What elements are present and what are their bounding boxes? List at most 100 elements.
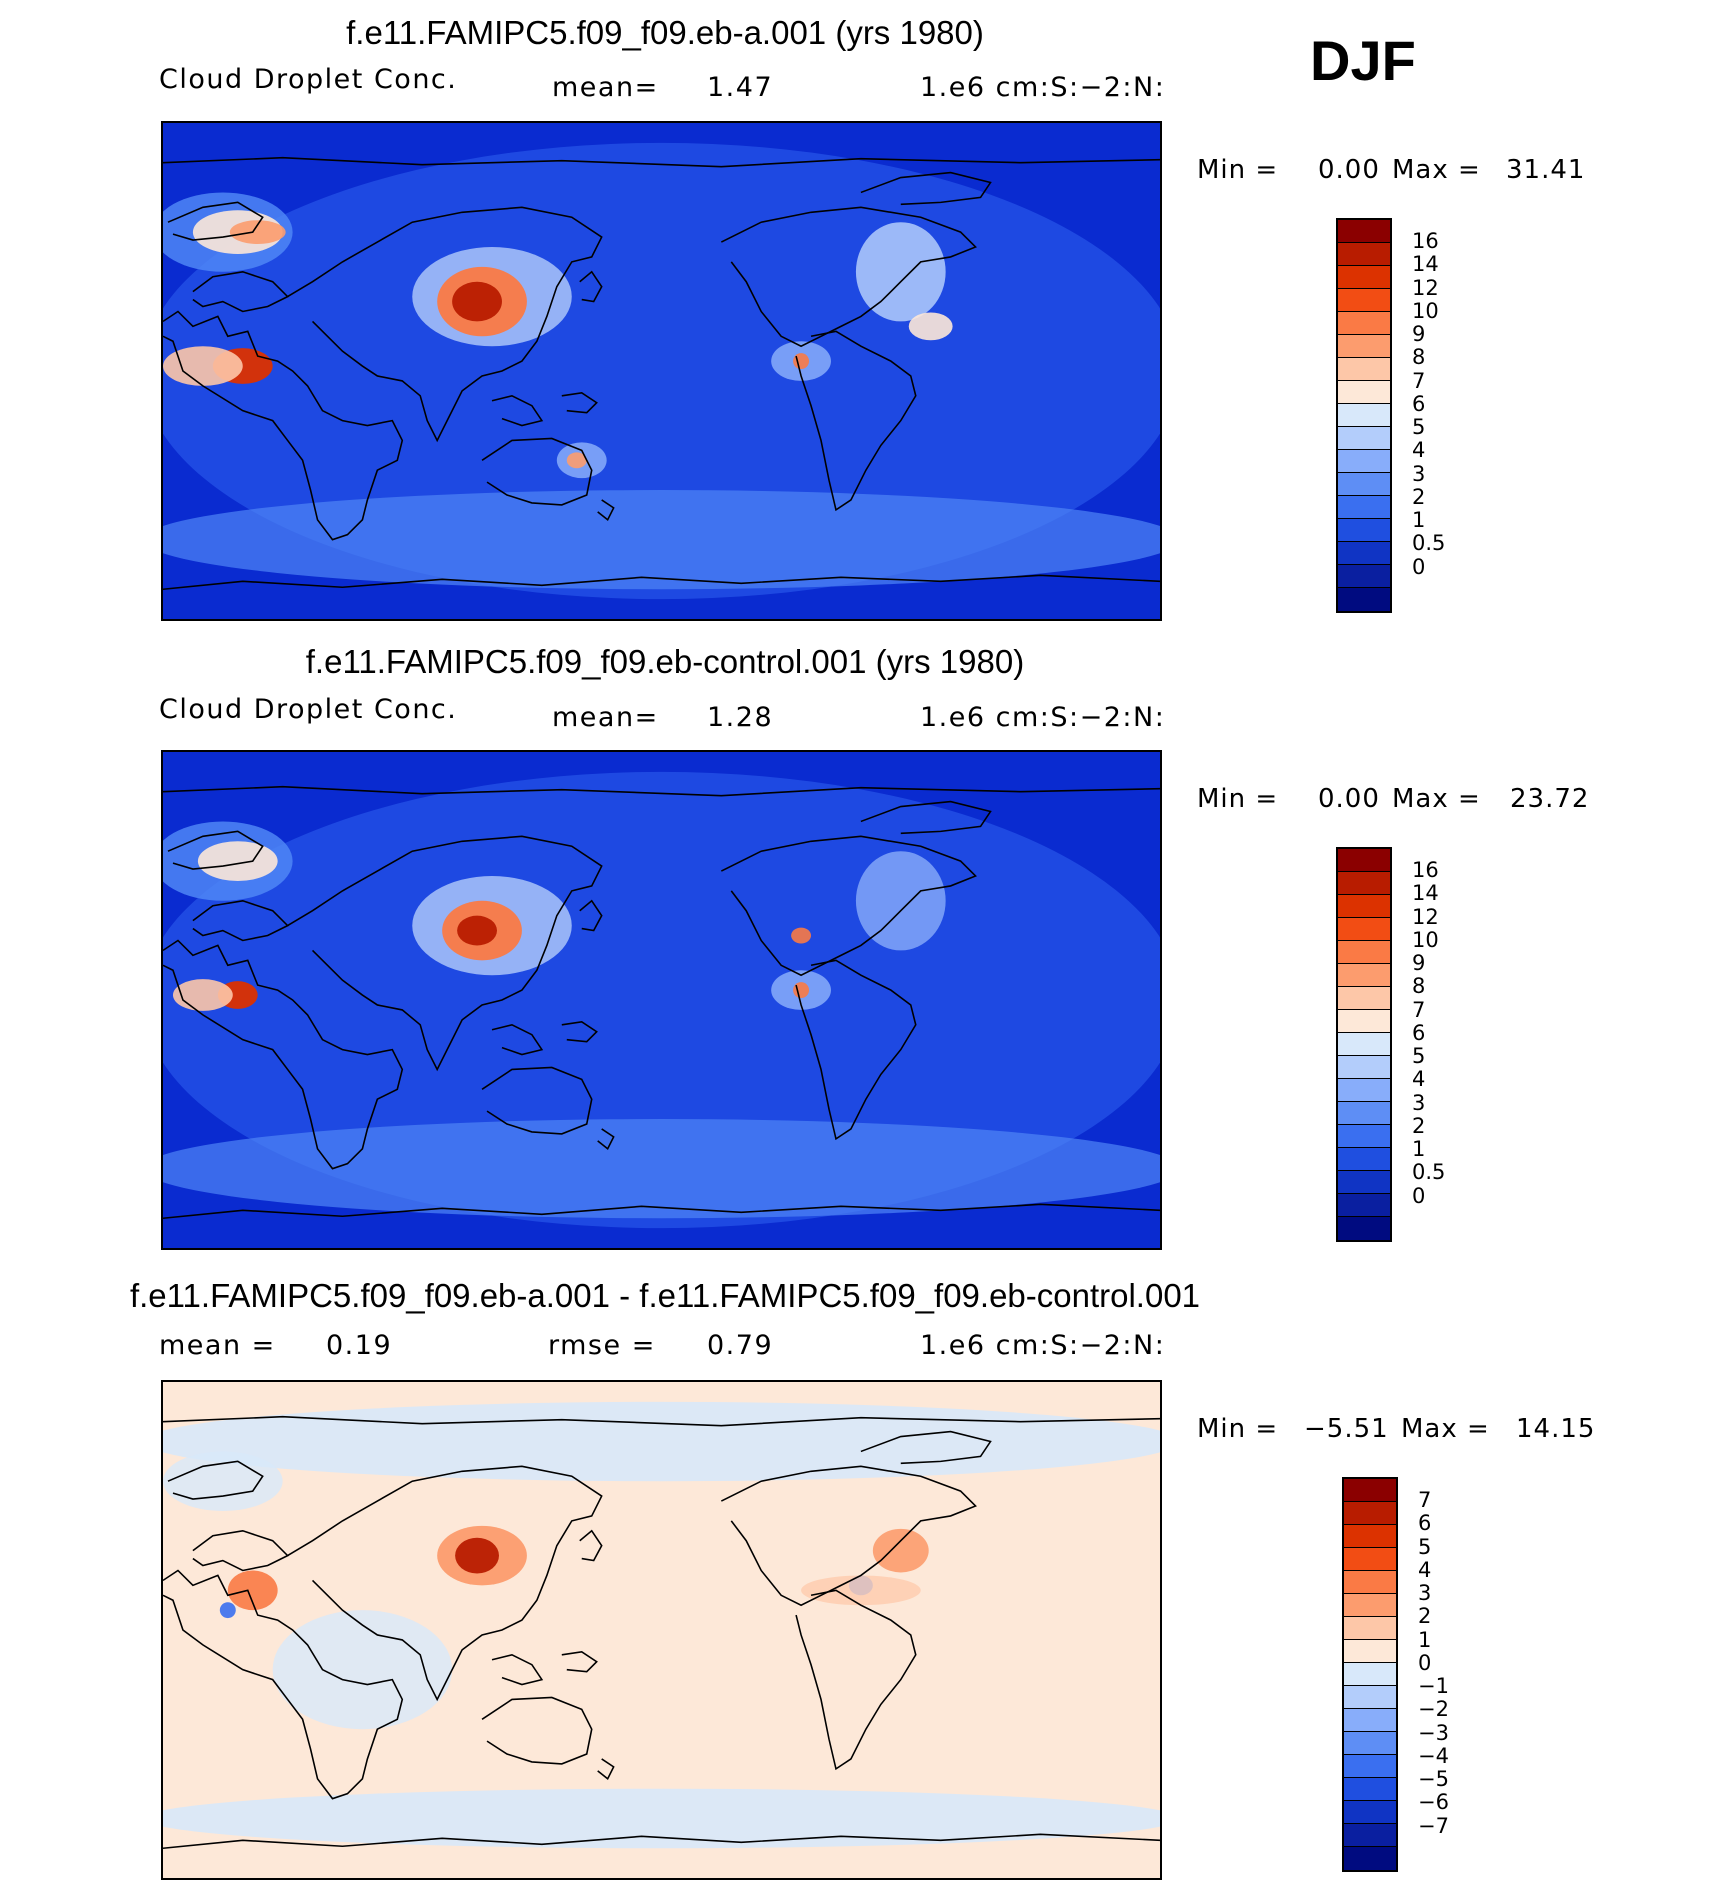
map-field-region xyxy=(855,222,946,322)
panel3-mean-label: mean = xyxy=(159,1330,276,1361)
coastline xyxy=(192,899,289,942)
colorbar-label: 2 xyxy=(1412,484,1426,509)
colorbar-segment xyxy=(1338,1194,1390,1217)
colorbar-segment xyxy=(1338,243,1390,266)
colorbar-segment xyxy=(1344,1548,1396,1571)
colorbar-segment xyxy=(1338,542,1390,565)
map-field-region xyxy=(908,312,953,341)
coastline xyxy=(192,270,289,313)
panel2-map xyxy=(161,750,1162,1250)
colorbar-label: 1 xyxy=(1412,1137,1426,1162)
coastline xyxy=(167,830,264,870)
panel3-rmse-label: rmse = xyxy=(548,1330,656,1361)
map-field-region xyxy=(455,1537,499,1574)
colorbar-label: −7 xyxy=(1418,1813,1449,1838)
map-field-region xyxy=(793,982,810,999)
coastline xyxy=(579,270,603,303)
colorbar-segment xyxy=(1344,1663,1396,1686)
coastline xyxy=(163,1569,404,1800)
panel3-mean-value: 0.19 xyxy=(326,1330,393,1361)
colorbar-label: −5 xyxy=(1418,1767,1449,1792)
colorbar-label: −2 xyxy=(1418,1697,1449,1722)
colorbar-segment xyxy=(1338,450,1390,473)
colorbar-segment xyxy=(1338,1171,1390,1194)
coastline xyxy=(163,939,404,1170)
colorbar-label: 5 xyxy=(1412,415,1426,440)
coastline xyxy=(720,1465,977,1607)
coastline xyxy=(491,1653,544,1686)
colorbar-label: 4 xyxy=(1412,438,1426,463)
colorbar-label: 4 xyxy=(1418,1557,1432,1582)
panel2-max-value: 23.72 xyxy=(1510,784,1590,814)
coastline xyxy=(287,835,603,1072)
colorbar-segment xyxy=(1338,473,1390,496)
colorbar-label: 12 xyxy=(1412,904,1439,929)
coastline xyxy=(163,1203,1160,1220)
colorbar-segment xyxy=(1344,1525,1396,1548)
colorbar-segment xyxy=(1338,895,1390,918)
colorbar-segment xyxy=(1338,312,1390,335)
panel2-min-label: Min = xyxy=(1197,784,1279,814)
panel3-map xyxy=(161,1380,1162,1880)
colorbar-segment xyxy=(1338,335,1390,358)
colorbar-label: 7 xyxy=(1418,1488,1432,1513)
colorbar-label: 1 xyxy=(1412,508,1426,533)
coastline xyxy=(167,1460,264,1500)
colorbar-label: 5 xyxy=(1418,1534,1432,1559)
map-field-region xyxy=(457,915,497,946)
colorbar-label: 16 xyxy=(1412,229,1439,254)
map-field-region xyxy=(272,1610,453,1730)
panel1-map xyxy=(161,121,1162,621)
coastline xyxy=(561,391,598,414)
colorbar-segment xyxy=(1344,1502,1396,1525)
map-field-region xyxy=(163,1401,1160,1482)
coastline xyxy=(860,171,992,206)
coastline xyxy=(163,310,404,541)
colorbar-segment xyxy=(1344,1709,1396,1732)
colorbar-label: −6 xyxy=(1418,1790,1449,1815)
colorbar-segment xyxy=(1338,220,1390,243)
colorbar-segment xyxy=(1338,565,1390,588)
panel2-units: 1.e6 cm:S:−2:N: xyxy=(920,702,1166,733)
colorbar-segment xyxy=(1344,1640,1396,1663)
colorbar-segment xyxy=(1338,1217,1390,1240)
colorbar-segment xyxy=(1344,1847,1396,1870)
coastline xyxy=(579,1529,603,1562)
colorbar-label: 5 xyxy=(1412,1044,1426,1069)
colorbar-segment xyxy=(1338,941,1390,964)
coastline xyxy=(163,1415,1160,1427)
colorbar-label: 0 xyxy=(1412,1183,1426,1208)
colorbar-segment xyxy=(1344,1479,1396,1502)
coastline xyxy=(481,1066,593,1135)
coastline xyxy=(597,1128,615,1151)
panel2-colorbar xyxy=(1336,847,1392,1242)
coastline xyxy=(163,785,1160,797)
map-field-region xyxy=(452,281,502,322)
map-field-region xyxy=(197,841,278,881)
coastline xyxy=(795,959,917,1141)
map-field-region xyxy=(227,1570,278,1611)
colorbar-label: 14 xyxy=(1412,252,1439,277)
panel1-units: 1.e6 cm:S:−2:N: xyxy=(920,72,1166,103)
colorbar-segment xyxy=(1338,1079,1390,1102)
panel1-max-label: Max = xyxy=(1392,155,1481,185)
panel2-variable: Cloud Droplet Conc. xyxy=(159,694,458,725)
colorbar-segment xyxy=(1338,849,1390,872)
coastline xyxy=(860,1430,992,1465)
colorbar-label: 7 xyxy=(1412,997,1426,1022)
colorbar-label: 7 xyxy=(1412,368,1426,393)
map-field-region xyxy=(855,851,946,951)
colorbar-segment xyxy=(1338,496,1390,519)
map-field-region xyxy=(163,490,1160,590)
panel1-mean-label: mean= xyxy=(552,72,659,103)
map-field-region xyxy=(219,1602,236,1619)
map-field-region xyxy=(872,1528,929,1573)
colorbar-segment xyxy=(1344,1594,1396,1617)
colorbar-segment xyxy=(1338,1125,1390,1148)
panel2-mean-label: mean= xyxy=(552,702,659,733)
panel1-colorbar xyxy=(1336,218,1392,613)
coastline xyxy=(163,156,1160,168)
panel3-colorbar xyxy=(1342,1477,1398,1872)
colorbar-label: 8 xyxy=(1412,974,1426,999)
colorbar-segment xyxy=(1344,1801,1396,1824)
